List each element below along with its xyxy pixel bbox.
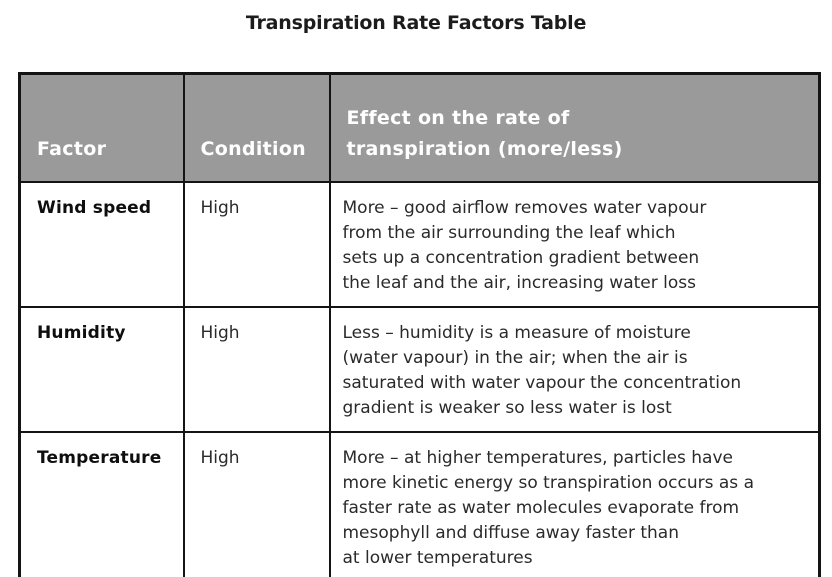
transpiration-factors-table: Factor Condition Effect on the rate of t… bbox=[18, 72, 821, 577]
table-header: Factor Condition Effect on the rate of t… bbox=[18, 72, 821, 183]
effect-cell: More – good airflow removes water vapour… bbox=[328, 180, 821, 308]
table-body: Wind speed High More – good airflow remo… bbox=[18, 180, 821, 577]
header-row: Factor Condition Effect on the rate of t… bbox=[18, 72, 821, 183]
page-title: Transpiration Rate Factors Table bbox=[245, 12, 587, 34]
table-row-humidity: Humidity High Less – humidity is a measu… bbox=[18, 305, 821, 433]
condition-cell: High bbox=[182, 305, 331, 433]
factor-cell: Humidity bbox=[18, 305, 185, 433]
factor-cell: Temperature bbox=[18, 430, 185, 577]
table-row-temperature: Temperature High More – at higher temper… bbox=[18, 430, 821, 577]
column-header-condition: Condition bbox=[182, 72, 331, 183]
column-header-factor: Factor bbox=[18, 72, 185, 183]
column-header-effect: Effect on the rate of transpiration (mor… bbox=[328, 72, 821, 183]
condition-cell: High bbox=[182, 180, 331, 308]
table-row-wind-speed: Wind speed High More – good airflow remo… bbox=[18, 180, 821, 308]
effect-cell: More – at higher temperatures, particles… bbox=[328, 430, 821, 577]
condition-cell: High bbox=[182, 430, 331, 577]
effect-cell: Less – humidity is a measure of moisture… bbox=[328, 305, 821, 433]
factor-cell: Wind speed bbox=[18, 180, 185, 308]
